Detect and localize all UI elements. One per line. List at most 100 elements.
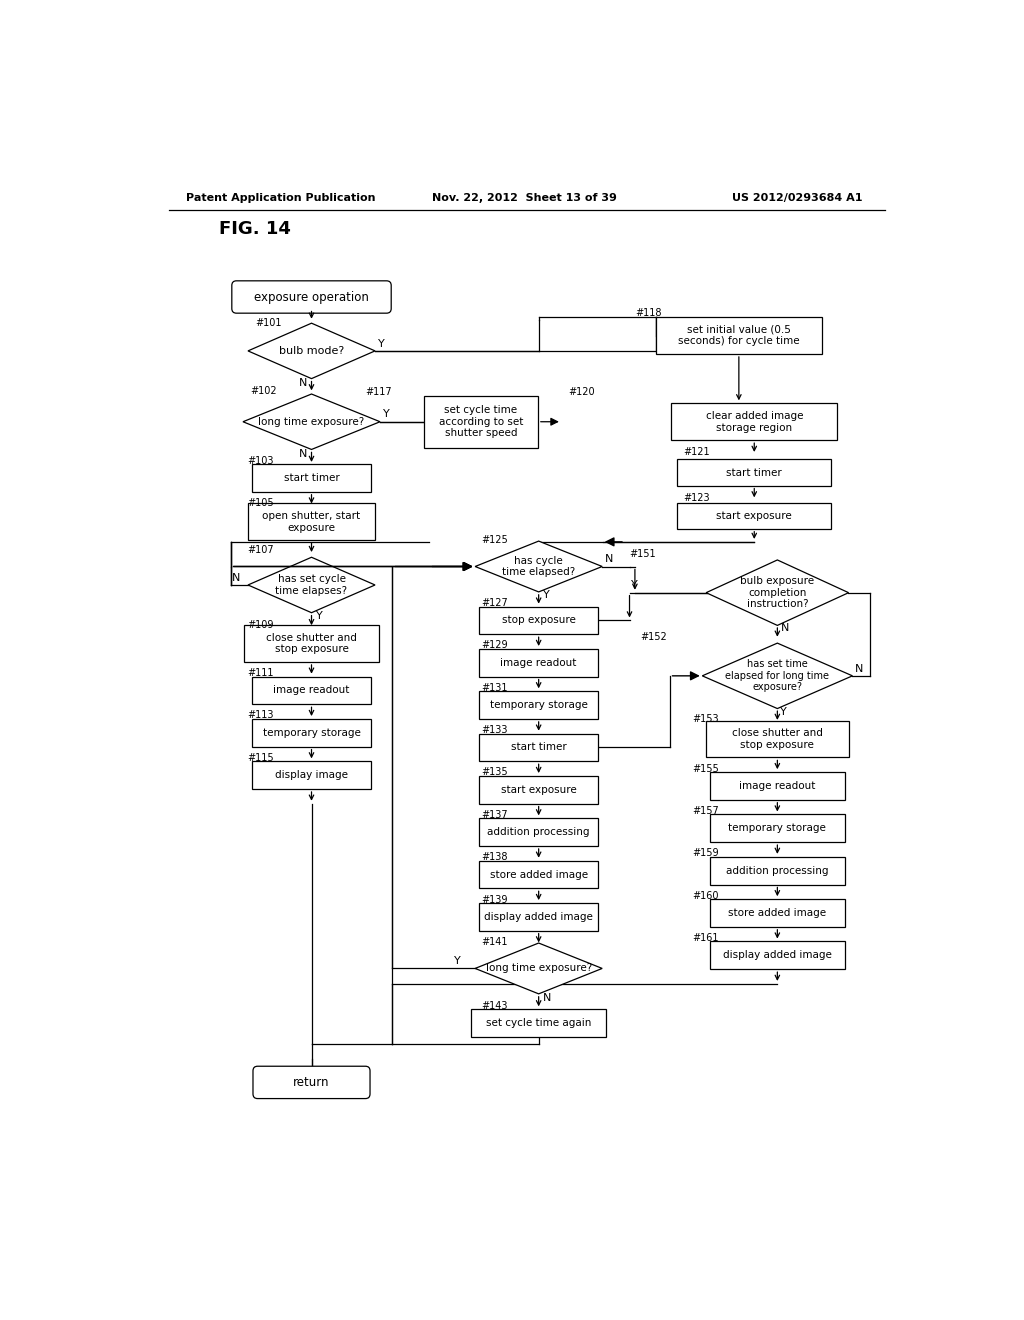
Text: close shutter and
stop exposure: close shutter and stop exposure: [732, 729, 823, 750]
Text: set cycle time
according to set
shutter speed: set cycle time according to set shutter …: [438, 405, 523, 438]
Text: start timer: start timer: [511, 742, 566, 752]
Bar: [710, 899, 845, 927]
Polygon shape: [475, 541, 602, 591]
Text: #120: #120: [568, 387, 595, 397]
Bar: [248, 503, 375, 540]
Text: has cycle
time elapsed?: has cycle time elapsed?: [502, 556, 575, 577]
Text: #135: #135: [481, 767, 508, 777]
Text: #115: #115: [248, 752, 274, 763]
Text: #160: #160: [692, 891, 719, 900]
Text: #107: #107: [248, 545, 274, 554]
Text: bulb exposure
completion
instruction?: bulb exposure completion instruction?: [740, 576, 814, 610]
Text: N: N: [298, 378, 307, 388]
Text: close shutter and
stop exposure: close shutter and stop exposure: [266, 632, 357, 655]
Text: temporary storage: temporary storage: [489, 700, 588, 710]
Text: return: return: [293, 1076, 330, 1089]
Text: US 2012/0293684 A1: US 2012/0293684 A1: [731, 194, 862, 203]
Bar: [479, 607, 598, 635]
Text: store added image: store added image: [728, 908, 826, 917]
Bar: [479, 734, 598, 762]
Text: Nov. 22, 2012  Sheet 13 of 39: Nov. 22, 2012 Sheet 13 of 39: [432, 194, 617, 203]
Text: set cycle time again: set cycle time again: [486, 1018, 591, 1028]
Text: Y: Y: [631, 581, 638, 590]
Text: display added image: display added image: [484, 912, 593, 921]
Text: addition processing: addition processing: [726, 866, 828, 875]
Text: store added image: store added image: [489, 870, 588, 879]
Text: set initial value (0.5
seconds) for cycle time: set initial value (0.5 seconds) for cycl…: [678, 325, 800, 346]
Text: N: N: [780, 623, 788, 634]
Bar: [424, 396, 538, 447]
Text: #133: #133: [481, 725, 508, 735]
Text: #129: #129: [481, 640, 508, 651]
Text: #113: #113: [248, 710, 274, 721]
FancyBboxPatch shape: [231, 281, 391, 313]
Bar: [252, 719, 371, 747]
Bar: [252, 762, 371, 789]
Text: #118: #118: [635, 308, 662, 318]
Text: N: N: [231, 573, 240, 582]
Polygon shape: [475, 942, 602, 994]
Bar: [710, 772, 845, 800]
Text: has set time
elapsed for long time
exposure?: has set time elapsed for long time expos…: [725, 659, 829, 693]
Bar: [677, 459, 831, 486]
Polygon shape: [707, 560, 849, 626]
Text: has set cycle
time elapses?: has set cycle time elapses?: [275, 574, 347, 595]
Text: #143: #143: [481, 1001, 508, 1011]
Bar: [479, 861, 598, 888]
Text: Y: Y: [378, 339, 384, 348]
Polygon shape: [248, 557, 375, 612]
Polygon shape: [702, 643, 852, 709]
Bar: [479, 692, 598, 719]
Text: display image: display image: [275, 770, 348, 780]
Text: #123: #123: [683, 492, 710, 503]
Bar: [479, 776, 598, 804]
Text: long time exposure?: long time exposure?: [485, 964, 592, 973]
Bar: [710, 814, 845, 842]
Text: #103: #103: [248, 457, 274, 466]
Text: #139: #139: [481, 895, 508, 904]
Text: #125: #125: [481, 535, 508, 545]
Text: start timer: start timer: [726, 467, 782, 478]
Text: FIG. 14: FIG. 14: [219, 220, 291, 238]
Text: clear added image
storage region: clear added image storage region: [706, 411, 803, 433]
Bar: [707, 721, 849, 758]
Text: start timer: start timer: [284, 473, 339, 483]
Text: #109: #109: [248, 619, 274, 630]
Text: #137: #137: [481, 810, 508, 820]
Bar: [479, 818, 598, 846]
Text: #111: #111: [248, 668, 274, 678]
Text: open shutter, start
exposure: open shutter, start exposure: [262, 511, 360, 533]
Bar: [479, 903, 598, 931]
Polygon shape: [248, 323, 375, 379]
Text: #159: #159: [692, 849, 719, 858]
Text: Y: Y: [454, 956, 461, 966]
Bar: [672, 404, 837, 441]
Text: long time exposure?: long time exposure?: [258, 417, 365, 426]
Polygon shape: [243, 395, 380, 449]
Bar: [677, 503, 831, 529]
Bar: [252, 465, 371, 492]
Text: addition processing: addition processing: [487, 828, 590, 837]
Text: #131: #131: [481, 682, 508, 693]
Text: #161: #161: [692, 933, 719, 942]
Bar: [710, 941, 845, 969]
Text: Y: Y: [780, 706, 787, 717]
Text: #141: #141: [481, 937, 508, 946]
Text: start exposure: start exposure: [717, 511, 793, 520]
Text: Y: Y: [383, 409, 390, 420]
Text: image readout: image readout: [273, 685, 350, 696]
Bar: [471, 1010, 606, 1038]
Text: #127: #127: [481, 598, 508, 609]
Text: #155: #155: [692, 764, 720, 774]
Text: Y: Y: [316, 611, 323, 622]
Bar: [252, 677, 371, 705]
Text: N: N: [298, 449, 307, 459]
Text: N: N: [855, 664, 863, 673]
Text: image readout: image readout: [501, 657, 577, 668]
FancyBboxPatch shape: [253, 1067, 370, 1098]
Text: #105: #105: [248, 498, 274, 508]
Text: image readout: image readout: [739, 781, 815, 791]
Bar: [710, 857, 845, 884]
Text: Patent Application Publication: Patent Application Publication: [186, 194, 376, 203]
Bar: [244, 626, 379, 663]
